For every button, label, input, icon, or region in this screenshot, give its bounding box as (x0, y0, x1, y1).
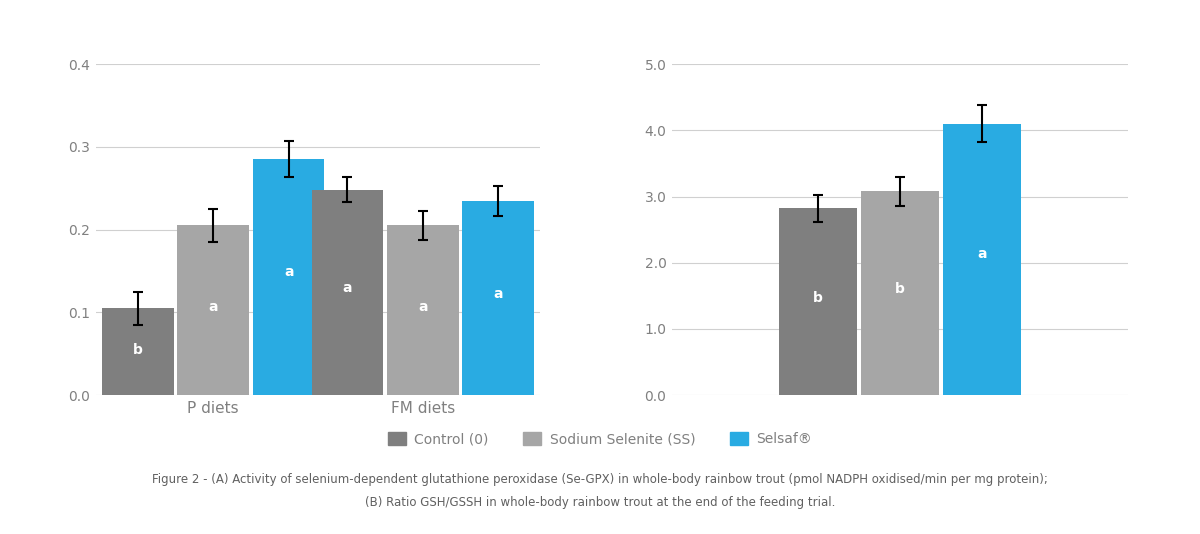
Text: b: b (895, 282, 905, 296)
Text: a: a (209, 300, 218, 314)
Text: a: a (284, 265, 294, 279)
Bar (462, 201, 534, 395)
Bar (779, 208, 857, 395)
Bar (943, 124, 1021, 395)
Text: a: a (977, 247, 986, 261)
Text: b: b (812, 291, 823, 305)
Text: a: a (342, 281, 352, 295)
Legend: Control (0), Sodium Selenite (SS), Selsaf®: Control (0), Sodium Selenite (SS), Selsa… (383, 426, 817, 452)
Text: a: a (418, 300, 427, 314)
Bar (102, 308, 174, 395)
Bar (862, 191, 938, 395)
Bar (253, 159, 324, 395)
Bar (386, 225, 458, 395)
Text: b: b (133, 343, 143, 357)
Text: (B) Ratio GSH/GSSH in whole-body rainbow trout at the end of the feeding trial.: (B) Ratio GSH/GSSH in whole-body rainbow… (365, 496, 835, 508)
Text: Figure 2 - (A) Activity of selenium-dependent glutathione peroxidase (Se-GPX) in: Figure 2 - (A) Activity of selenium-depe… (152, 473, 1048, 485)
Text: a: a (493, 287, 503, 301)
Bar (178, 225, 250, 395)
Bar (312, 190, 383, 395)
